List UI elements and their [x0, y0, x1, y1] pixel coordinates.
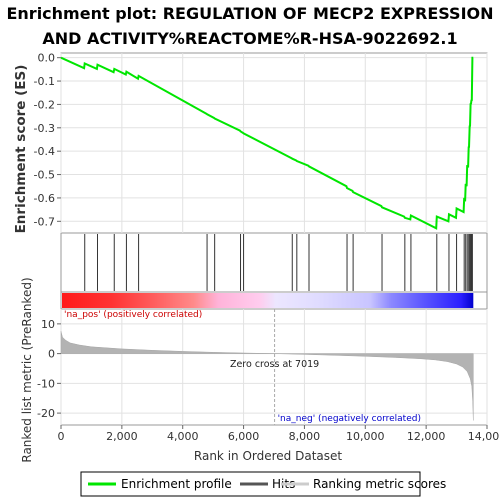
metric-tick-label: 0: [48, 348, 55, 361]
es-axis-ticks: 0.0 -0.1 -0.2 -0.3 -0.4 -0.5 -0.6 -0.7: [34, 52, 61, 228]
x-tick-label: 4,000: [167, 430, 199, 443]
metric-tick-label: -20: [37, 407, 55, 420]
es-gridlines: [60, 53, 488, 233]
metric-axis-ticks: 10 0 -10 -20: [37, 318, 61, 420]
es-tick-label: -0.3: [34, 122, 55, 135]
es-tick-label: 0.0: [38, 52, 56, 65]
hit-markers: [84, 234, 473, 291]
es-tick-label: -0.2: [34, 98, 55, 111]
legend-metric-label: Ranking metric scores: [313, 477, 446, 491]
x-axis-label: Rank in Ordered Dataset: [194, 449, 342, 463]
metric-tick-label: -10: [37, 377, 55, 390]
es-tick-label: -0.6: [34, 192, 55, 205]
x-tick-label: 0: [58, 430, 65, 443]
rank-color-bar: [62, 293, 474, 308]
panel-frame-3: [60, 308, 488, 426]
es-tick-label: -0.5: [34, 169, 55, 182]
x-tick-label: 8,000: [289, 430, 321, 443]
ranking-metric-area: [60, 331, 474, 421]
es-tick-label: -0.1: [34, 75, 55, 88]
es-tick-label: -0.4: [34, 145, 55, 158]
metric-axis-label: Ranked list metric (PreRanked): [20, 277, 34, 462]
panel-frame-1: [60, 232, 488, 293]
chart-title-line2: AND ACTIVITY%REACTOME%R-HSA-9022692.1: [42, 29, 457, 48]
x-axis-ticks: 0 2,000 4,000 6,000 8,000 10,000 12,000 14,000: [58, 425, 500, 443]
negative-correlation-label: 'na_neg' (negatively correlated): [278, 414, 421, 424]
legend-enrichment-label: Enrichment profile: [121, 477, 232, 491]
panel-frame-0: [60, 52, 488, 234]
positive-correlation-label: 'na_pos' (positively correlated): [64, 310, 202, 320]
zero-cross-label: Zero cross at 7019: [230, 359, 319, 370]
x-tick-label: 12,000: [407, 430, 446, 443]
es-tick-label: -0.7: [34, 215, 55, 228]
x-tick-label: 6,000: [228, 430, 260, 443]
es-axis-label: Enrichment score (ES): [13, 65, 29, 234]
x-tick-label: 14,000: [468, 430, 500, 443]
enrichment-profile-line: [60, 56, 474, 230]
metric-tick-label: 10: [41, 318, 55, 331]
x-tick-label: 2,000: [106, 430, 138, 443]
chart-title-line1: Enrichment plot: REGULATION OF MECP2 EXP…: [6, 4, 493, 23]
x-tick-label: 10,000: [346, 430, 385, 443]
